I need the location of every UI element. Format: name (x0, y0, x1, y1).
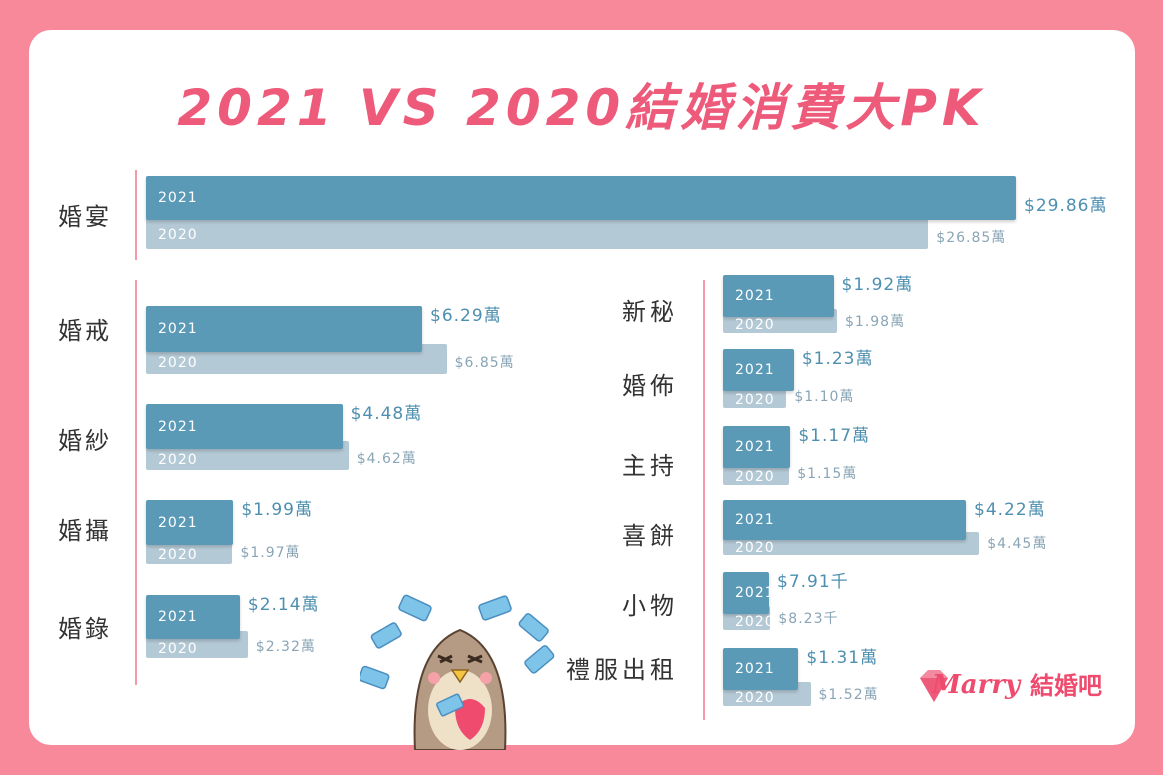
value-label-2021: $7.91千 (777, 572, 849, 592)
bar-series-label: 2021 (158, 514, 198, 531)
value-label-2020: $1.98萬 (845, 314, 906, 330)
value-label-2020: $1.97萬 (240, 545, 301, 561)
value-label-2020: $8.23千 (778, 611, 839, 627)
bar-series-label: 2021 (158, 609, 198, 625)
chart-title: 2021 VS 2020結婚消費大PK (177, 79, 986, 137)
bar-2021 (723, 648, 799, 690)
value-label-2020: $6.85萬 (454, 355, 515, 371)
value-label-2021: $6.29萬 (430, 306, 502, 326)
value-label-2021: $4.48萬 (350, 404, 423, 424)
bar-series-label: 2021 (735, 585, 775, 601)
value-label-2020: $4.62萬 (356, 451, 417, 467)
bar-series-label: 2020 (158, 355, 198, 371)
bar-2021 (146, 595, 240, 639)
bar-2021 (723, 572, 769, 614)
value-label-2021: $1.92萬 (841, 275, 914, 295)
value-label-2020: $1.15萬 (797, 466, 858, 482)
value-label-2020: $2.32萬 (255, 639, 316, 655)
category-label: 婚紗 (58, 427, 112, 455)
bar-series-label: 2020 (158, 451, 198, 468)
bar-series-label: 2020 (735, 539, 775, 556)
bar-2021 (723, 349, 794, 391)
bar-series-label: 2021 (158, 190, 198, 206)
category-label: 婚戒 (58, 317, 112, 345)
category-label: 婚宴 (58, 203, 112, 231)
bar-2021 (146, 404, 343, 449)
divider-right (703, 280, 705, 720)
owl-mascot-icon (360, 594, 555, 750)
category-label: 新秘 (622, 298, 678, 326)
bar-series-label: 2020 (735, 468, 775, 485)
value-label-2021: $2.14萬 (247, 595, 320, 615)
value-label-2020: $1.10萬 (794, 389, 855, 405)
bar-series-label: 2021 (735, 512, 775, 528)
bar-2021 (146, 306, 422, 352)
bar-series-label: 2021 (158, 321, 198, 337)
bar-series-label: 2020 (158, 640, 198, 657)
category-label: 禮服出租 (566, 656, 678, 684)
bar-series-label: 2021 (735, 661, 775, 677)
category-label: 主持 (622, 452, 678, 480)
logo-name: 結婚吧 (1030, 672, 1102, 700)
bar-series-label: 2020 (735, 317, 775, 333)
bar-2021 (146, 500, 234, 545)
bar-series-label: 2021 (735, 439, 775, 455)
category-label: 喜餅 (622, 522, 678, 550)
value-label-2020: $26.85萬 (936, 230, 1007, 246)
divider-top (135, 170, 137, 260)
category-label: 婚佈 (622, 372, 678, 400)
bar-series-label: 2020 (158, 226, 198, 243)
bar-2021 (723, 426, 791, 468)
category-label: 小物 (622, 592, 678, 620)
bar-2021 (723, 500, 966, 540)
bar-series-label: 2020 (735, 614, 775, 630)
bar-series-label: 2020 (158, 546, 198, 563)
divider-left (135, 280, 137, 685)
bar-2021 (723, 275, 834, 317)
bar-series-label: 2021 (735, 288, 775, 304)
bar-2021 (146, 176, 1016, 220)
bar-series-label: 2021 (735, 362, 775, 378)
value-label-2021: $1.31萬 (806, 648, 879, 668)
logo-script: Marry (932, 670, 1021, 700)
value-label-2021: $29.86萬 (1024, 196, 1108, 216)
value-label-2021: $4.22萬 (974, 500, 1046, 520)
bar-series-label: 2020 (735, 391, 775, 408)
value-label-2021: $1.99萬 (241, 500, 313, 520)
bar-series-label: 2020 (735, 690, 775, 706)
category-label: 婚攝 (58, 517, 112, 545)
diamond-logo-icon (920, 670, 948, 702)
value-label-2020: $1.52萬 (818, 687, 879, 703)
value-label-2021: $1.17萬 (798, 426, 871, 446)
value-label-2020: $4.45萬 (987, 536, 1048, 552)
value-label-2021: $1.23萬 (801, 349, 874, 369)
bar-series-label: 2021 (158, 418, 198, 435)
category-label: 婚錄 (58, 615, 112, 643)
